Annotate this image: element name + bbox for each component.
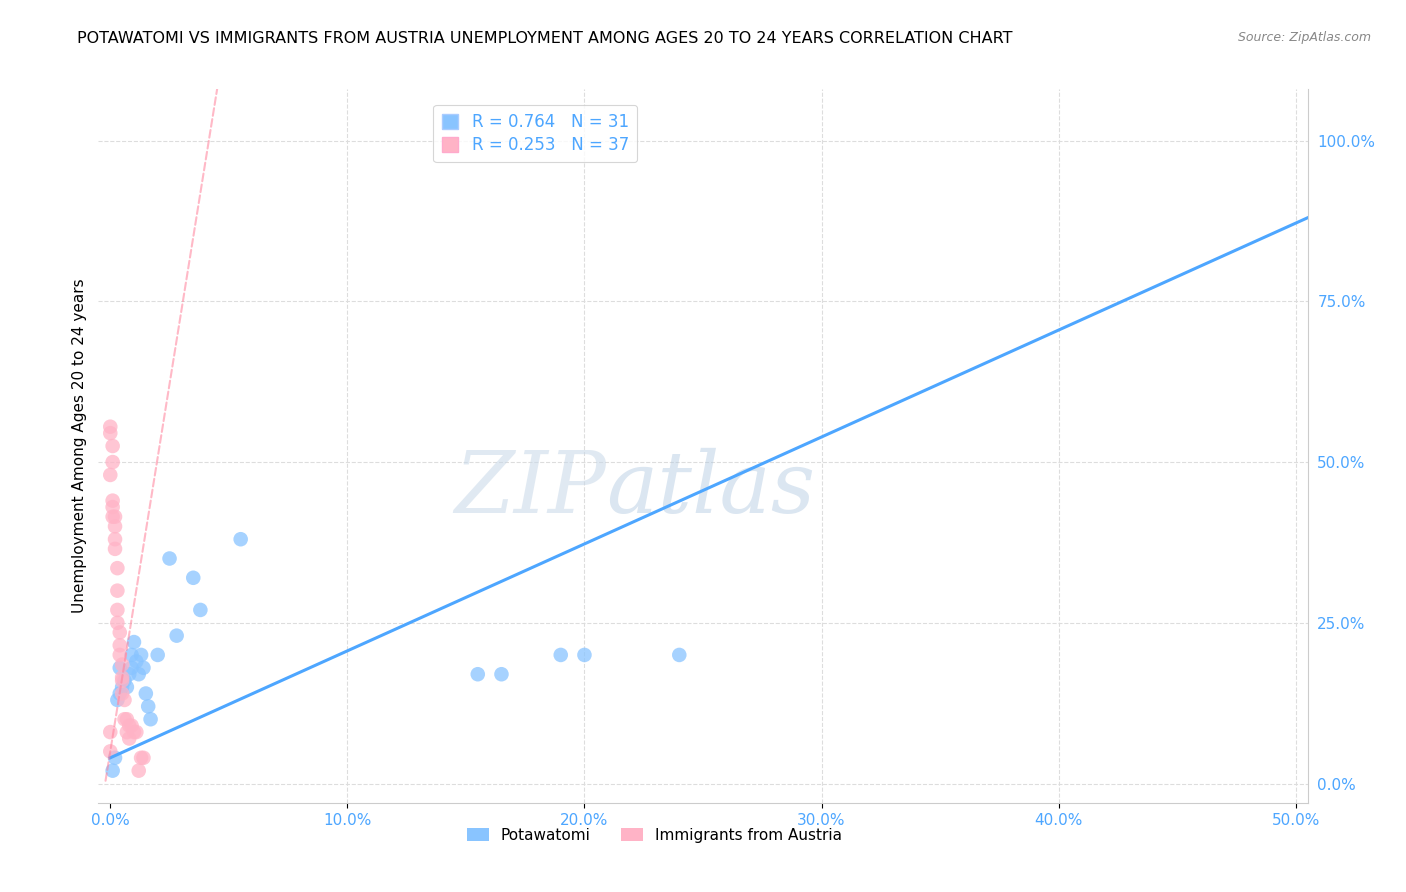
Point (125, 654, 148, 668)
Point (146, 648, 169, 662)
Point (104, 533, 127, 547)
Point (98, 744, 121, 758)
Point (111, 686, 134, 700)
Point (101, 455, 124, 469)
Point (108, 638, 131, 652)
Point (229, 533, 252, 547)
Point (118, 667, 141, 681)
Point (122, 725, 145, 739)
Point (128, 764, 150, 778)
Point (166, 629, 188, 643)
Point (118, 719, 141, 733)
Point (111, 673, 134, 688)
Legend: Potawatomi, Immigrants from Austria: Potawatomi, Immigrants from Austria (461, 822, 848, 848)
Point (105, 603, 128, 617)
Point (98, 426, 121, 441)
Point (98, 725, 121, 739)
Point (101, 439, 124, 453)
Point (98, 419, 121, 434)
Point (467, 667, 489, 681)
Point (111, 670, 134, 684)
Point (104, 751, 127, 765)
Point (114, 693, 136, 707)
Point (104, 541, 127, 556)
Point (98, 467, 121, 482)
Point (125, 725, 148, 739)
Point (101, 509, 124, 524)
Point (111, 657, 134, 672)
Point (104, 519, 127, 533)
Point (121, 719, 143, 733)
Point (122, 635, 145, 649)
Point (108, 648, 131, 662)
Point (105, 561, 128, 575)
Point (105, 615, 128, 630)
Text: Source: ZipAtlas.com: Source: ZipAtlas.com (1237, 31, 1371, 45)
Point (118, 731, 141, 746)
Y-axis label: Unemployment Among Ages 20 to 24 years: Unemployment Among Ages 20 to 24 years (72, 278, 87, 614)
Point (115, 712, 138, 726)
Point (105, 583, 128, 598)
Point (190, 603, 212, 617)
Point (129, 751, 152, 765)
Point (491, 667, 513, 681)
Point (121, 661, 143, 675)
Point (108, 686, 131, 700)
Point (115, 680, 138, 694)
Text: ZIP: ZIP (454, 448, 606, 530)
Point (121, 648, 143, 662)
Point (129, 648, 152, 662)
Point (111, 680, 134, 694)
Point (139, 712, 162, 726)
Point (159, 551, 181, 566)
Point (574, 648, 596, 662)
Point (105, 693, 128, 707)
Point (101, 500, 124, 514)
Point (128, 667, 150, 681)
Text: atlas: atlas (606, 448, 815, 530)
Point (114, 673, 136, 688)
Point (181, 571, 204, 585)
Point (101, 764, 124, 778)
Point (135, 686, 157, 700)
Point (101, 493, 124, 508)
Text: POTAWATOMI VS IMMIGRANTS FROM AUSTRIA UNEMPLOYMENT AMONG AGES 20 TO 24 YEARS COR: POTAWATOMI VS IMMIGRANTS FROM AUSTRIA UN… (77, 31, 1012, 46)
Point (136, 699, 159, 714)
Point (104, 509, 127, 524)
Point (115, 725, 138, 739)
Point (114, 712, 136, 726)
Point (132, 751, 155, 765)
Point (108, 661, 131, 675)
Point (668, 648, 690, 662)
Point (132, 661, 155, 675)
Point (550, 648, 572, 662)
Point (108, 625, 131, 640)
